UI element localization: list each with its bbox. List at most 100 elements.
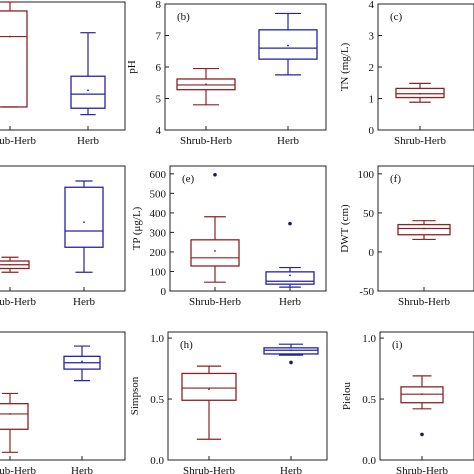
box-shrub-herb — [395, 82, 445, 103]
plot-frame — [167, 331, 328, 461]
mean-marker — [290, 349, 292, 352]
mean-marker — [287, 44, 289, 47]
box-shrub-herb — [0, 256, 30, 273]
category-label: Shrub-Herb — [180, 135, 232, 147]
y-axis-label: TN (mg/L) — [339, 42, 351, 91]
box-shrub-herb — [397, 220, 451, 241]
mean-marker — [83, 221, 85, 224]
y-tick-label: 1.0 — [150, 333, 164, 345]
y-tick-label: 0 — [369, 125, 375, 137]
panel-label: (c) — [390, 11, 403, 23]
panel-d: Shrub-Herb Herb — [0, 165, 126, 308]
y-tick-label: 0.0 — [150, 455, 164, 467]
plot-frame — [0, 1, 126, 131]
interquartile-box — [400, 386, 444, 404]
category-label: Shrub-Herb — [189, 296, 241, 308]
category-label: Shrub-Herb — [0, 135, 36, 147]
mean-marker — [81, 360, 83, 363]
box-shrub-herb — [0, 392, 29, 453]
panel-f: -50 0 50 100 DWT (cm) (f) Shrub-Herb — [339, 165, 474, 308]
box-shrub-herb — [400, 375, 444, 437]
box-shrub-herb — [190, 172, 240, 283]
panel-label: (b) — [177, 11, 190, 23]
interquartile-box — [397, 223, 451, 236]
box-shrub-herb — [0, 1, 28, 108]
outlier-point — [213, 172, 217, 177]
category-label: Herb — [73, 296, 95, 308]
box-herb — [265, 221, 315, 288]
mean-marker — [423, 227, 425, 230]
y-tick-label: 2 — [369, 62, 375, 74]
y-tick-label: 100 — [150, 266, 167, 278]
y-tick-label: -50 — [359, 286, 374, 298]
panel-h: 0.0 0.5 1.0 Simpson (h) Shrub-Herb Herb — [129, 331, 328, 474]
mean-marker — [419, 92, 421, 95]
mean-marker — [87, 89, 89, 92]
plot-frame — [0, 331, 126, 461]
panel-e: 0 100 200 300 400 500 600 TP (μg/L) (e) Shrub-Her… — [131, 165, 327, 308]
box-herb — [64, 180, 104, 273]
y-tick-label: 7 — [156, 31, 162, 43]
panel-label: (i) — [392, 339, 403, 351]
interquartile-box — [0, 403, 29, 430]
panel-a: Shrub-Herb Herb — [0, 1, 126, 147]
category-label: Shrub-Herb — [396, 465, 448, 474]
outlier-point — [288, 221, 292, 226]
y-tick-label: 1.0 — [362, 333, 376, 345]
plot-frame — [377, 165, 474, 292]
category-label: Herb — [279, 296, 301, 308]
panel-label: (h) — [180, 339, 193, 351]
y-tick-label: 200 — [150, 247, 167, 259]
box-herb — [70, 32, 106, 116]
interquartile-box — [265, 271, 315, 285]
panel-label: (e) — [182, 173, 195, 185]
y-tick-label: 500 — [150, 188, 167, 200]
category-label: Herb — [77, 135, 99, 147]
mean-marker — [208, 388, 210, 391]
y-tick-label: 0.5 — [150, 394, 164, 406]
y-tick-label: 0 — [161, 286, 167, 298]
plot-frame — [0, 165, 126, 292]
mean-marker — [9, 35, 11, 38]
box-herb — [63, 345, 101, 382]
interquartile-box — [181, 372, 237, 401]
y-tick-label: 3 — [369, 31, 375, 43]
y-axis-label: Simpson — [129, 376, 141, 415]
interquartile-box — [0, 10, 28, 108]
y-tick-label: 300 — [150, 227, 167, 239]
y-axis-label: Pielou — [341, 381, 353, 410]
y-axis-label: pH — [126, 60, 138, 74]
y-tick-label: 8 — [156, 0, 162, 11]
box-shrub-herb — [176, 67, 236, 106]
panel-g: Shrub-Herb Herb — [0, 331, 126, 474]
interquartile-box — [263, 347, 319, 355]
plot-frame — [169, 165, 327, 292]
interquartile-box — [64, 186, 104, 248]
interquartile-box — [190, 239, 240, 267]
mean-marker — [421, 393, 423, 396]
panel-i: 0.0 0.5 1.0 Pielou (i) Shrub-Herb — [341, 331, 474, 474]
mean-marker — [9, 263, 11, 266]
panel-b: 4 5 6 7 8 pH (b) Shrub-Herb Herb — [126, 0, 327, 147]
mean-marker — [205, 83, 207, 86]
category-label: Herb — [280, 465, 302, 474]
y-axis-label: DWT (cm) — [339, 204, 351, 253]
interquartile-box — [258, 29, 318, 60]
interquartile-box — [70, 75, 106, 109]
y-tick-label: 4 — [369, 0, 375, 11]
box-shrub-herb — [181, 365, 237, 440]
mean-marker — [9, 413, 11, 415]
category-label: Shrub-Herb — [394, 135, 446, 147]
category-label: Herb — [71, 465, 93, 474]
y-tick-label: 0.5 — [362, 394, 376, 406]
category-label: Shrub-Herb — [0, 465, 36, 474]
plot-frame — [379, 331, 474, 461]
y-tick-label: 5 — [156, 94, 162, 106]
category-label: Herb — [277, 135, 299, 147]
outlier-point — [420, 432, 424, 437]
y-tick-label: 6 — [156, 62, 162, 74]
category-label: Shrub-Herb — [0, 296, 36, 308]
panel-label: (f) — [390, 173, 401, 185]
y-tick-label: 50 — [363, 208, 375, 220]
